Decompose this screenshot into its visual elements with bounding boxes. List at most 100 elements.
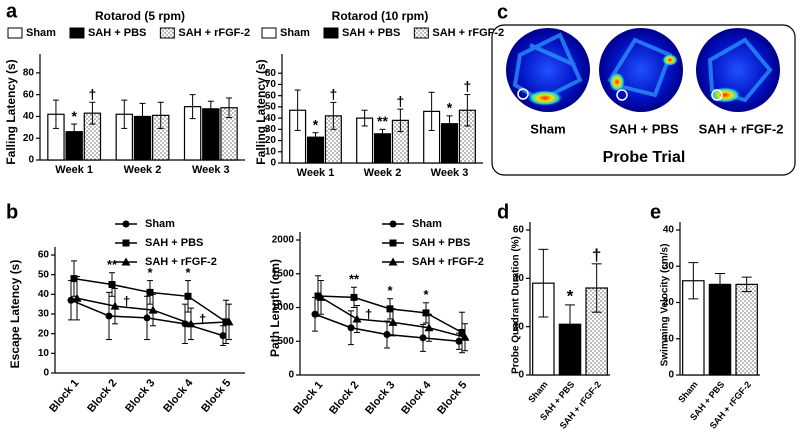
marker: [72, 293, 82, 302]
x-tick-label: Week 3: [192, 164, 230, 176]
annotation: *: [147, 265, 153, 280]
marker: [186, 319, 196, 328]
annotation: *: [387, 283, 393, 298]
marker: [148, 305, 158, 314]
y-tick-label: 40: [513, 273, 525, 284]
y-tick-label: 0: [288, 370, 294, 381]
y-tick-label: 10: [265, 146, 277, 157]
y-axis-label: Swimming Velocity (cm/s): [660, 244, 671, 367]
legend-label: SAH + rFGF-2: [412, 256, 484, 268]
y-tick-label: 0: [28, 155, 34, 166]
marker: [143, 314, 151, 322]
y-tick-label: 80: [23, 68, 35, 79]
legend-label: Sham: [280, 27, 310, 39]
marker: [70, 275, 78, 283]
marker: [347, 324, 355, 332]
marker: [105, 312, 113, 320]
heatmap: [506, 28, 590, 112]
y-tick-label: 40: [265, 113, 277, 124]
legend-swatch: [159, 27, 175, 39]
y-tick-label: 0: [43, 368, 49, 379]
marker: [108, 281, 116, 288]
marker: [146, 288, 154, 296]
annotation: *: [447, 100, 453, 116]
marker: [455, 337, 463, 345]
chart-title: Rotarod (5 rpm): [95, 9, 185, 23]
annotation: **: [377, 113, 388, 129]
y-tick-label: 0: [668, 370, 674, 381]
annotation: **: [107, 257, 118, 272]
legend-swatch: [413, 27, 429, 39]
marker: [389, 239, 397, 247]
y-tick-label: 60: [265, 90, 277, 101]
y-tick-label: 70: [265, 79, 277, 90]
marker: [422, 309, 430, 317]
marker: [67, 296, 75, 304]
y-axis-label: Falling Latency (s): [4, 59, 18, 164]
y-tick-label: 2000: [272, 235, 295, 246]
chart-title: Rotarod (10 rpm): [332, 9, 429, 23]
legend-swatch: [261, 27, 277, 39]
y-axis-label: Path Length (cm): [268, 259, 282, 357]
x-tick-label: Week 2: [364, 167, 402, 179]
marker: [121, 257, 131, 266]
panel-frame: [491, 24, 796, 176]
marker: [184, 292, 192, 300]
x-tick-label: Block 4: [399, 378, 434, 416]
legend-label: SAH + PBS: [412, 237, 470, 249]
marker: [350, 293, 358, 301]
annotation: †: [88, 86, 96, 102]
probe-trial-panel: c Sham SAH + PBS SAH + rFGF-2 Probe Tria…: [491, 1, 796, 176]
panel-letter: b: [6, 201, 18, 223]
x-tick-label: Sham: [676, 379, 699, 404]
x-tick-label: Week 1: [297, 167, 335, 179]
marker: [224, 317, 234, 326]
legend-label: SAH + PBS: [342, 27, 400, 39]
annotation: †: [463, 78, 471, 94]
y-axis-label: Escape Latency (s): [8, 260, 22, 369]
marker: [389, 220, 397, 228]
image-label: SAH + PBS: [610, 121, 679, 136]
y-axis-label: Probe Quadrant Duration (%): [511, 236, 522, 374]
x-tick-label: Block 1: [291, 379, 325, 417]
heatmap: [696, 28, 780, 112]
bar: [735, 283, 758, 376]
annotation: †: [329, 86, 337, 102]
x-tick-label: Week 2: [124, 164, 162, 176]
legend-label: SAH + rFGF-2: [178, 27, 250, 39]
annotation: **: [349, 272, 360, 287]
legend-label: SAH + rFGF-2: [432, 27, 504, 39]
y-tick-label: 1000: [272, 302, 295, 313]
y-tick-label: 30: [38, 309, 50, 320]
y-tick-label: 80: [265, 68, 277, 79]
legend-label: Sham: [412, 218, 442, 230]
annotation: *: [567, 286, 574, 305]
x-tick-label: Block 3: [123, 377, 157, 415]
annotation: *: [71, 108, 77, 124]
image-title: Probe Trial: [603, 149, 686, 166]
annotation: †: [396, 93, 404, 109]
y-tick-label: 40: [23, 111, 35, 122]
legend-swatch: [69, 27, 85, 39]
y-tick-label: 40: [38, 289, 50, 300]
x-tick-label: Block 4: [161, 376, 196, 414]
marker: [122, 239, 130, 247]
x-tick-label: Week 3: [431, 167, 469, 179]
x-tick-label: Block 2: [85, 377, 119, 415]
y-tick-label: 500: [277, 336, 294, 347]
x-tick-label: Sham: [526, 379, 549, 404]
panel-letter: e: [650, 201, 661, 223]
annotation: †: [123, 294, 130, 309]
marker: [352, 314, 362, 323]
annotation: †: [592, 245, 601, 264]
marker: [458, 328, 466, 336]
x-tick-label: Block 5: [199, 377, 233, 415]
x-tick-label: Block 2: [327, 379, 361, 417]
panel-letter: c: [497, 1, 508, 23]
marker: [388, 317, 398, 326]
y-tick-label: 10: [38, 348, 50, 359]
panel-letter: a: [6, 0, 18, 22]
marker: [314, 292, 322, 300]
annotation: *: [423, 287, 429, 302]
